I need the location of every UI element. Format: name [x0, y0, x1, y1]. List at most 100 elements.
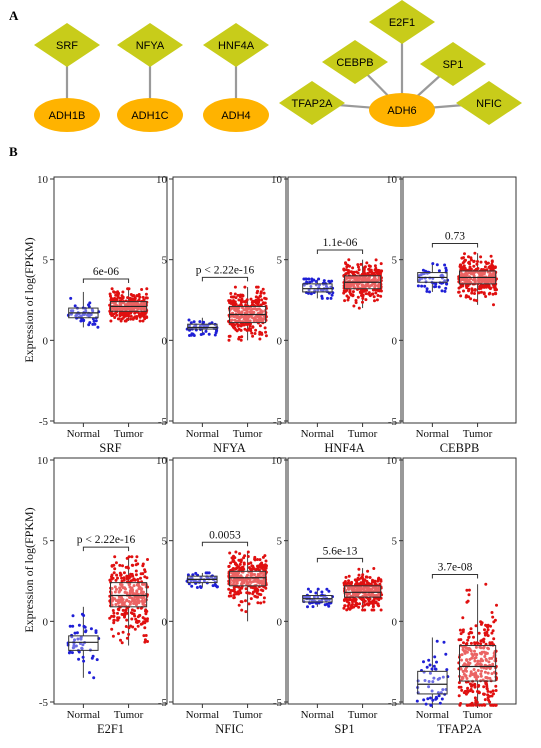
- tumor-point: [470, 656, 474, 660]
- factor-label: NFYA: [136, 40, 165, 52]
- tumor-point: [370, 270, 374, 274]
- tumor-point: [472, 264, 476, 268]
- tumor-point: [260, 298, 264, 302]
- tumor-point: [463, 272, 467, 276]
- tumor-point: [379, 262, 383, 266]
- tumor-point: [250, 315, 254, 319]
- y-tick-label: 10: [37, 455, 49, 467]
- tumor-point: [239, 600, 243, 604]
- tumor-point: [458, 628, 462, 632]
- plot-frame: [172, 176, 287, 424]
- normal-point: [190, 584, 194, 588]
- tumor-point: [239, 338, 243, 342]
- y-tick-label: 10: [386, 174, 398, 186]
- tumor-point: [253, 579, 257, 583]
- tumor-point: [479, 255, 483, 259]
- tumor-point: [362, 285, 365, 288]
- tumor-point: [469, 672, 473, 676]
- tumor-point: [246, 328, 250, 332]
- tumor-point: [379, 608, 383, 612]
- normal-point: [429, 696, 432, 700]
- normal-point: [187, 324, 191, 328]
- tumor-point: [461, 670, 465, 673]
- tumor-point: [349, 270, 353, 274]
- p-value-label: 1.1e-06: [323, 237, 358, 249]
- tumor-point: [121, 608, 125, 612]
- y-axis-label-row1: Expression of log(FPKM): [22, 237, 36, 362]
- tumor-point: [112, 571, 116, 575]
- normal-point: [195, 586, 199, 589]
- tumor-point: [254, 295, 258, 299]
- tumor-point: [264, 297, 268, 301]
- normal-point: [425, 287, 429, 291]
- tumor-point: [139, 596, 143, 599]
- factor-label: CEBPB: [336, 57, 373, 69]
- normal-box: [417, 670, 448, 695]
- tumor-point: [377, 604, 381, 608]
- normal-point: [75, 631, 79, 635]
- tumor-point: [357, 587, 361, 591]
- tumor-point: [462, 641, 465, 645]
- tumor-point: [134, 559, 138, 563]
- tumor-point: [458, 265, 462, 268]
- normal-point: [307, 291, 310, 295]
- y-tick-label: -5: [158, 416, 168, 428]
- tumor-point: [373, 299, 376, 303]
- tumor-point: [238, 552, 242, 556]
- tumor-point: [478, 703, 481, 707]
- tumor-point: [472, 274, 476, 278]
- normal-point: [430, 667, 434, 671]
- tumor-point: [474, 645, 478, 649]
- tumor-point: [474, 700, 478, 704]
- tumor-point: [484, 295, 488, 298]
- normal-point: [68, 624, 72, 628]
- tumor-point: [229, 594, 233, 598]
- tumor-point: [358, 602, 362, 606]
- normal-point: [71, 624, 75, 628]
- tumor-point: [125, 636, 129, 640]
- tumor-point: [368, 601, 372, 605]
- tumor-point: [227, 338, 231, 342]
- tumor-point: [491, 689, 495, 693]
- tumor-group: [457, 251, 498, 307]
- tumor-point: [365, 602, 369, 606]
- target-label: ADH4: [221, 110, 250, 122]
- tumor-point: [143, 626, 147, 630]
- tumor-point: [484, 658, 488, 662]
- tumor-point: [227, 587, 231, 591]
- y-tick-label: 10: [156, 455, 168, 467]
- y-tick-label: 0: [43, 335, 49, 347]
- normal-point: [89, 627, 93, 631]
- tumor-point: [129, 293, 133, 296]
- tumor-point: [247, 562, 250, 566]
- tumor-point: [473, 685, 477, 688]
- tumor-point: [241, 294, 245, 297]
- tumor-point: [364, 292, 368, 296]
- normal-point: [445, 282, 449, 286]
- tumor-point: [348, 288, 352, 292]
- tumor-point: [120, 641, 124, 645]
- tumor-point: [258, 581, 262, 585]
- tumor-point: [244, 599, 247, 603]
- tumor-point: [236, 323, 240, 327]
- tumor-point: [362, 597, 366, 601]
- tumor-point: [261, 301, 265, 305]
- tumor-point: [140, 587, 144, 591]
- tumor-point: [139, 576, 142, 580]
- tumor-point: [345, 608, 349, 612]
- tumor-point: [251, 299, 255, 303]
- tumor-point: [466, 638, 470, 642]
- tumor-point: [367, 276, 371, 280]
- tumor-point: [134, 603, 138, 607]
- tumor-point: [486, 625, 490, 629]
- tumor-point: [488, 642, 492, 646]
- tumor-point: [470, 631, 474, 635]
- tumor-point: [347, 579, 351, 583]
- gene-label: HNF4A: [324, 441, 364, 455]
- x-tick-label-normal: Normal: [416, 428, 450, 440]
- tumor-point: [256, 314, 260, 318]
- tumor-point: [113, 316, 117, 319]
- tumor-point: [342, 606, 346, 610]
